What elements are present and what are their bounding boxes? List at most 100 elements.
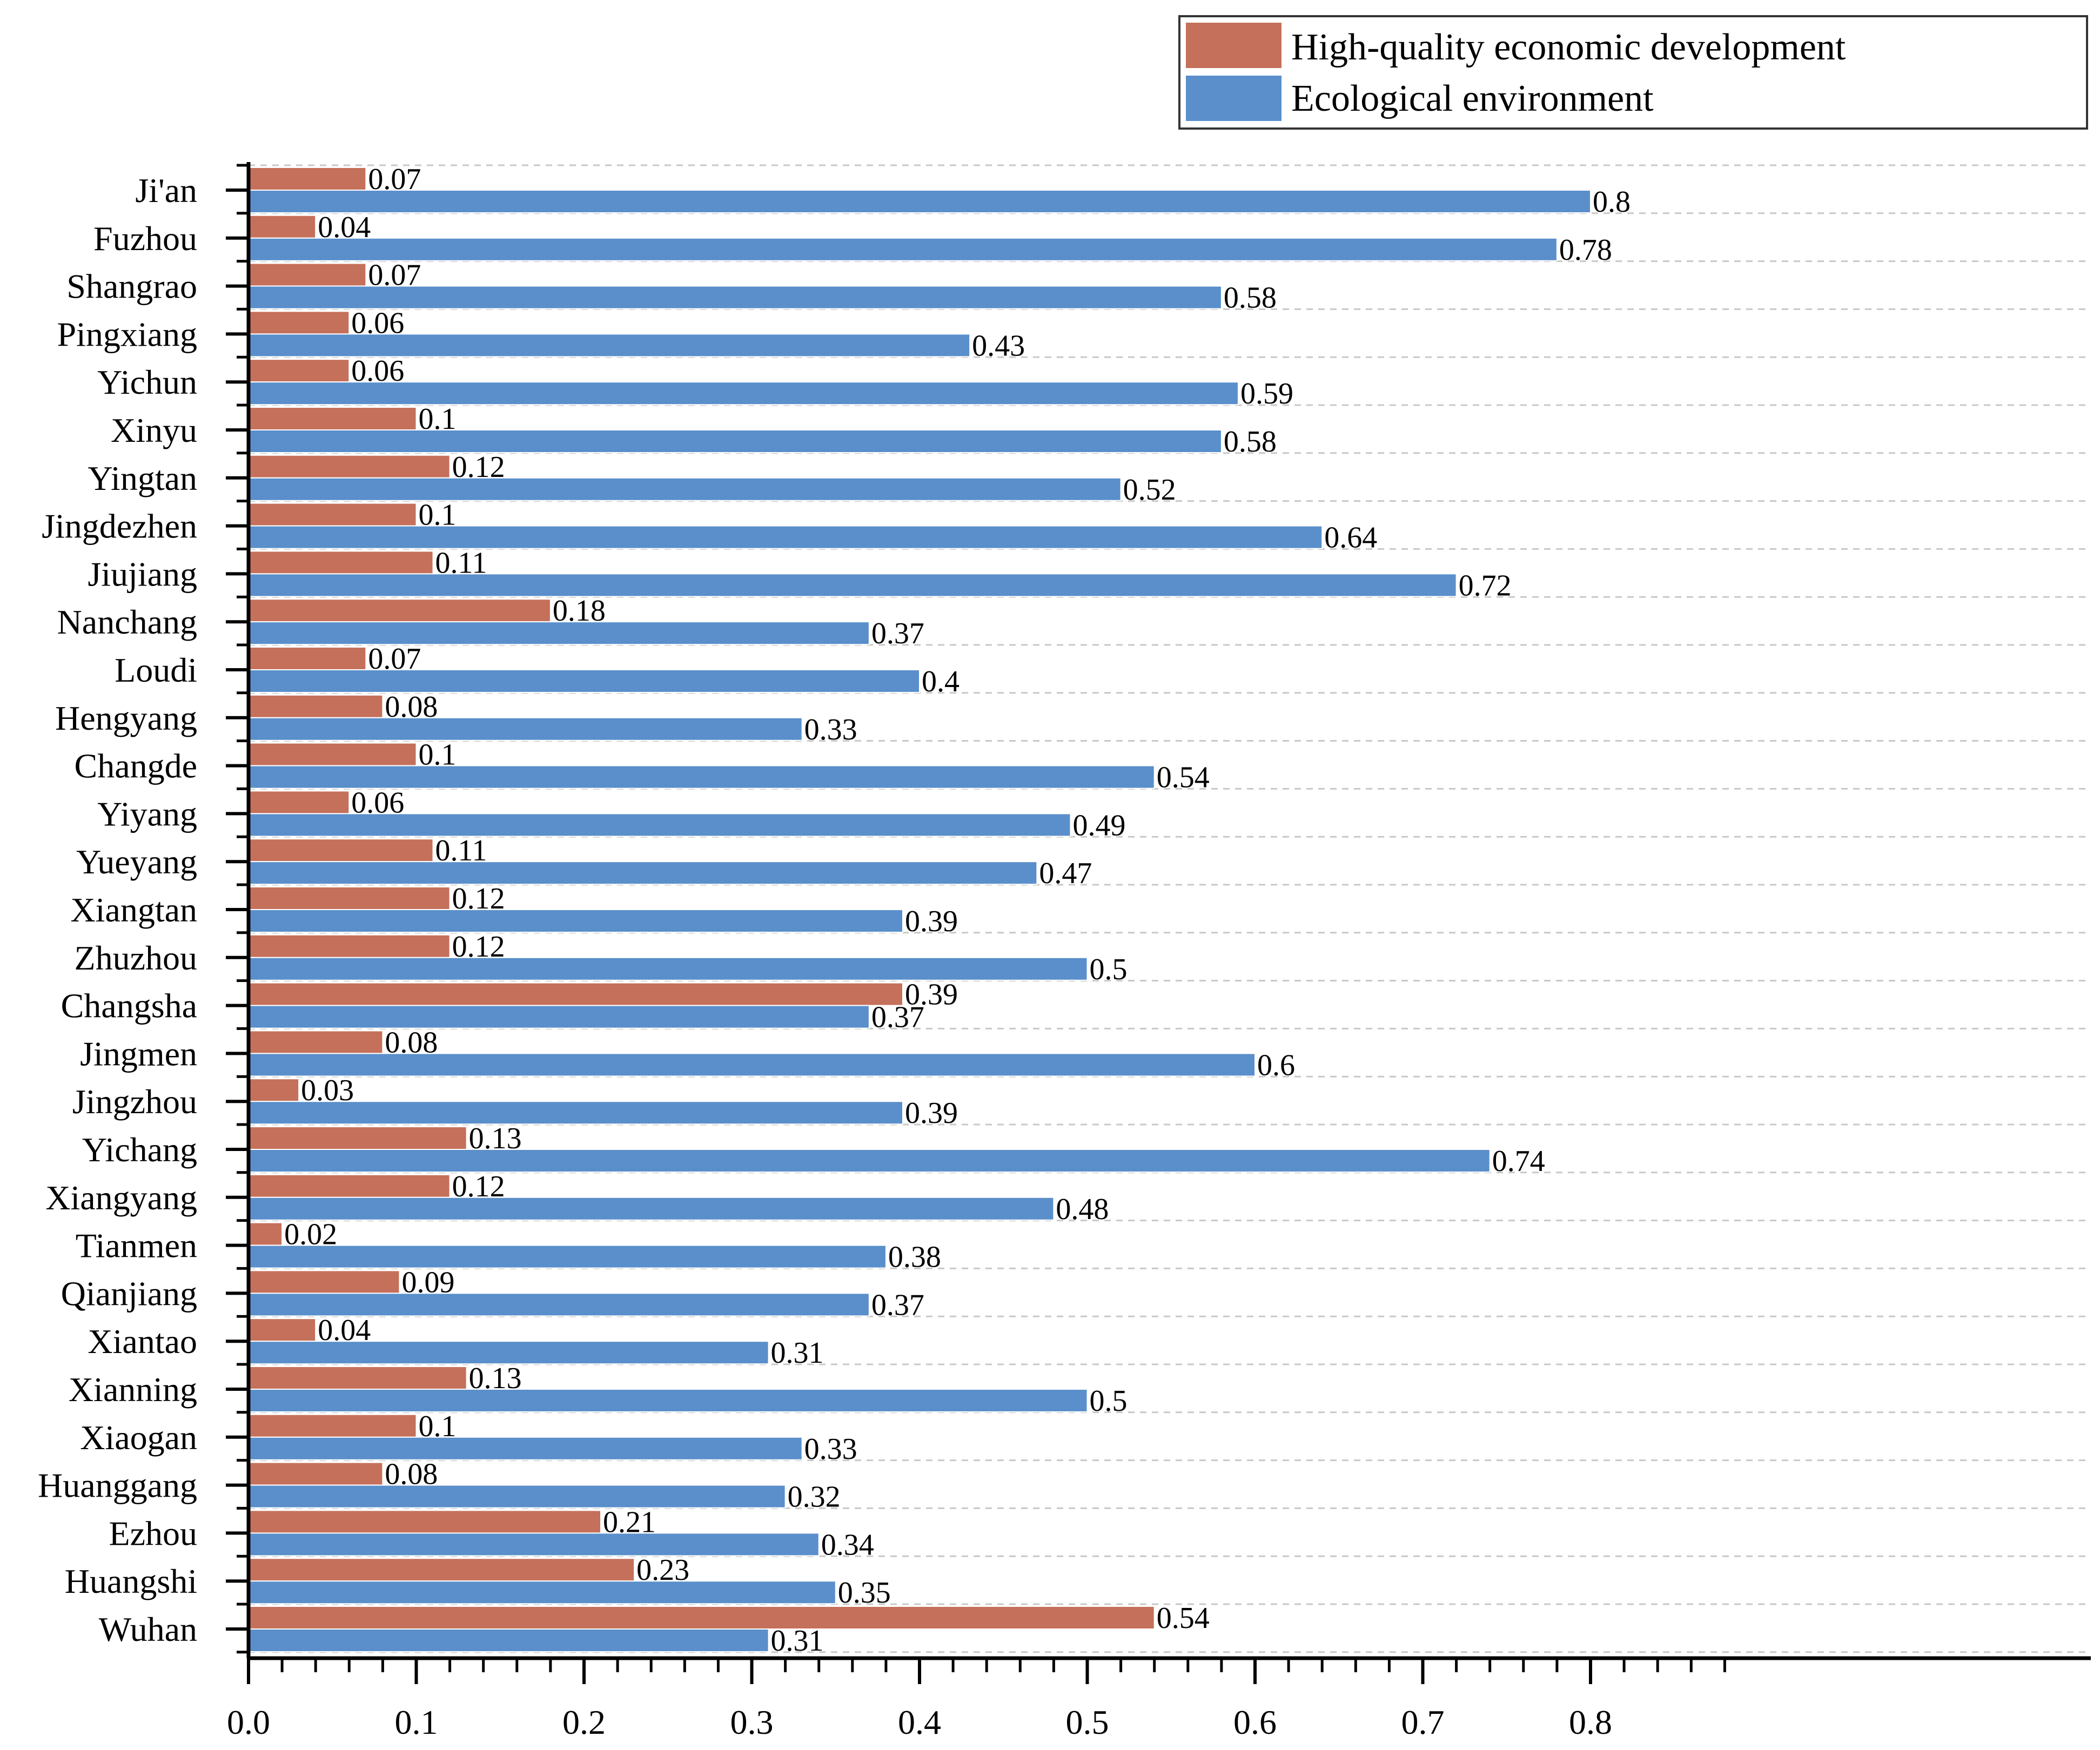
data-label-ecological: 0.39 xyxy=(905,905,958,938)
x-tick-label: 0.1 xyxy=(395,1703,438,1741)
x-tick-label: 0.0 xyxy=(227,1703,270,1741)
category-label: Xiaogan xyxy=(80,1418,197,1457)
x-tick-label: 0.3 xyxy=(730,1703,774,1741)
category-label: Nanchang xyxy=(57,603,197,641)
data-label-economic: 0.11 xyxy=(435,546,487,580)
bar-economic xyxy=(249,935,450,958)
data-label-economic: 0.04 xyxy=(318,1314,371,1347)
data-label-economic: 0.06 xyxy=(351,306,404,340)
bar-ecological xyxy=(249,190,1591,213)
category-label: Pingxiang xyxy=(57,315,197,353)
data-label-economic: 0.1 xyxy=(419,499,457,532)
bar-economic xyxy=(249,1031,383,1053)
bar-economic xyxy=(249,695,383,718)
bar-economic xyxy=(249,1127,467,1149)
data-label-ecological: 0.5 xyxy=(1090,953,1128,986)
data-label-economic: 0.12 xyxy=(452,930,505,964)
data-label-economic: 0.12 xyxy=(452,450,505,484)
data-label-economic: 0.08 xyxy=(385,1458,438,1491)
x-tick-label: 0.4 xyxy=(898,1703,941,1741)
bar-economic xyxy=(249,599,551,622)
bar-economic xyxy=(249,167,366,190)
bar-ecological xyxy=(249,1533,819,1556)
data-label-ecological: 0.33 xyxy=(804,1432,857,1466)
bar-economic xyxy=(249,1510,601,1533)
bar-economic xyxy=(249,407,417,430)
bar-ecological xyxy=(249,1006,869,1028)
bar-economic xyxy=(249,1415,417,1437)
data-label-ecological: 0.39 xyxy=(905,1096,958,1130)
category-label: Yueyang xyxy=(76,843,197,881)
category-label: Jingdezhen xyxy=(42,507,197,546)
data-label-ecological: 0.43 xyxy=(972,329,1025,362)
data-label-ecological: 0.58 xyxy=(1224,281,1277,315)
bar-ecological xyxy=(249,430,1222,453)
data-label-ecological: 0.47 xyxy=(1039,857,1092,890)
bar-ecological xyxy=(249,718,802,741)
data-label-ecological: 0.34 xyxy=(821,1528,874,1561)
x-tick-label: 0.2 xyxy=(562,1703,606,1741)
data-label-ecological: 0.72 xyxy=(1459,569,1512,602)
bar-economic xyxy=(249,983,903,1006)
data-label-economic: 0.13 xyxy=(469,1362,522,1395)
data-label-ecological: 0.37 xyxy=(871,1288,924,1322)
x-tick-label: 0.6 xyxy=(1233,1703,1277,1741)
data-label-economic: 0.21 xyxy=(603,1505,656,1539)
bar-economic xyxy=(249,455,450,478)
category-label: Loudi xyxy=(115,651,197,689)
data-label-economic: 0.1 xyxy=(419,402,457,436)
bar-economic xyxy=(249,1463,383,1485)
bar-economic xyxy=(249,551,433,574)
category-label: Fuzhou xyxy=(93,219,197,258)
bar-economic xyxy=(249,311,349,334)
bar-economic xyxy=(249,1367,467,1389)
data-label-economic: 0.23 xyxy=(636,1553,689,1587)
bar-economic xyxy=(249,1270,399,1293)
category-label: Tianmen xyxy=(76,1227,197,1265)
data-label-ecological: 0.64 xyxy=(1324,521,1377,555)
data-label-ecological: 0.8 xyxy=(1593,185,1631,219)
data-label-economic: 0.04 xyxy=(318,211,371,244)
bar-economic xyxy=(249,743,417,766)
bar-ecological xyxy=(249,861,1037,884)
bar-economic xyxy=(249,359,349,382)
bar-ecological xyxy=(249,1293,869,1316)
data-label-economic: 0.54 xyxy=(1157,1601,1210,1635)
bar-ecological xyxy=(249,1437,802,1460)
data-label-economic: 0.1 xyxy=(419,738,457,772)
data-label-ecological: 0.59 xyxy=(1240,377,1293,410)
category-label: Xiangtan xyxy=(70,891,197,929)
data-label-economic: 0.07 xyxy=(368,163,421,196)
category-label: Yichang xyxy=(82,1130,197,1169)
chart: High-quality economic development Ecolog… xyxy=(0,0,2100,1750)
data-label-economic: 0.07 xyxy=(368,642,421,676)
data-label-ecological: 0.4 xyxy=(922,665,960,698)
category-label: Wuhan xyxy=(99,1610,197,1648)
bar-economic xyxy=(249,839,433,861)
category-label: Jingmen xyxy=(80,1034,197,1073)
data-label-economic: 0.12 xyxy=(452,1170,505,1203)
bar-ecological xyxy=(249,574,1457,596)
category-label: Xiangyang xyxy=(45,1179,197,1217)
bar-ecological xyxy=(249,1149,1490,1172)
legend-label-ecological: Ecological environment xyxy=(1291,78,1654,119)
data-label-economic: 0.06 xyxy=(351,354,404,388)
bar-ecological xyxy=(249,526,1322,549)
data-label-economic: 0.03 xyxy=(301,1074,354,1107)
bar-economic xyxy=(249,1175,450,1197)
category-label: Ezhou xyxy=(109,1514,198,1552)
legend-swatch-economic xyxy=(1186,23,1282,68)
x-tick-label: 0.7 xyxy=(1401,1703,1445,1741)
data-label-ecological: 0.31 xyxy=(771,1336,824,1370)
legend: High-quality economic development Ecolog… xyxy=(1179,16,2087,129)
bar-ecological xyxy=(249,1485,786,1508)
x-tick-label: 0.5 xyxy=(1066,1703,1109,1741)
bar-economic xyxy=(249,1223,282,1246)
data-label-ecological: 0.33 xyxy=(804,713,857,746)
bar-economic xyxy=(249,1318,316,1341)
data-label-ecological: 0.37 xyxy=(871,1001,924,1034)
data-label-economic: 0.06 xyxy=(351,786,404,819)
y-axis: Ji'an Fuzhou Shangrao Pingxiang Yichun Xinyu Y… xyxy=(38,162,249,1658)
data-label-economic: 0.09 xyxy=(401,1266,454,1299)
bar-economic xyxy=(249,647,366,670)
